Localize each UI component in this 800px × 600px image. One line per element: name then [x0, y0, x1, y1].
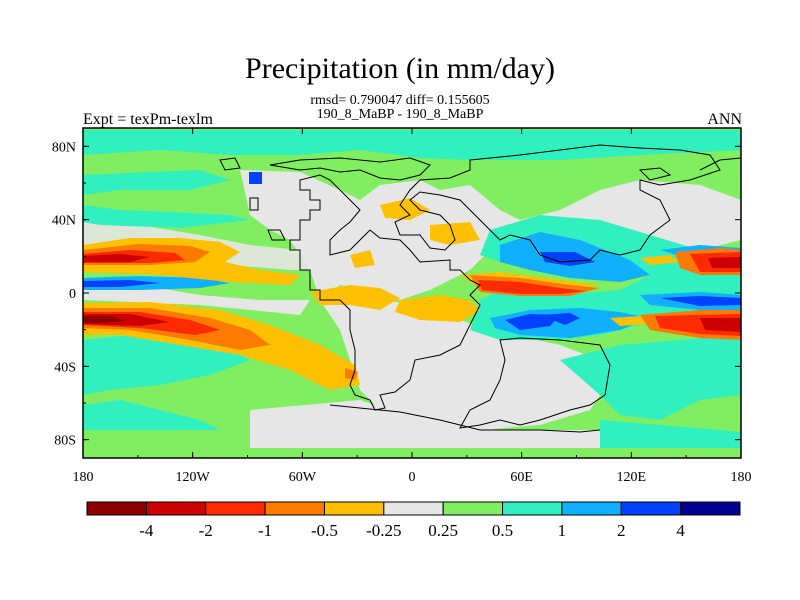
lon-tick-label: 60W: [289, 470, 317, 485]
colorbar-label: 0.25: [428, 521, 458, 540]
extreme-negative-regions: [83, 316, 125, 323]
colorbar-label: 2: [617, 521, 626, 540]
colorbar-swatch: [145, 501, 207, 516]
longitude-labels: 180 120W 60W 0 60E 120E 180: [73, 470, 752, 485]
stats-block: rmsd= 0.790047 diff= 0.155605 190_8_MaBP…: [0, 94, 800, 122]
colorbar-label: -0.5: [311, 521, 338, 540]
colorbar-swatch: [442, 501, 504, 516]
map-field: [83, 128, 741, 458]
colorbar-swatch: [323, 501, 385, 516]
lat-tick-label: 40N: [52, 214, 76, 229]
colorbar-swatch: [502, 501, 563, 516]
colorbar-swatch: [620, 501, 682, 516]
colorbar-label: 1: [558, 521, 567, 540]
case-names-line: 190_8_MaBP - 190_8_MaBP: [316, 107, 484, 122]
colorbar-swatch: [205, 501, 266, 516]
coastlines: [219, 144, 741, 433]
lat-tick-label: 80S: [54, 434, 76, 449]
lon-tick-label: 0: [409, 470, 416, 485]
colorbar-swatch: [264, 501, 325, 516]
lon-tick-label: 120E: [617, 470, 647, 485]
colorbar-swatch: [86, 501, 147, 516]
lon-tick-label: 180: [73, 470, 94, 485]
axis-ticks: [82, 128, 742, 458]
lat-tick-label: 0: [69, 287, 76, 302]
colorbar-swatch: [561, 501, 622, 516]
colorbar-label: -4: [139, 521, 154, 540]
very-strong-positive-regions: [83, 172, 741, 330]
colorbar-label: 4: [676, 521, 685, 540]
latitude-labels: 80N 40N 0 40S 80S: [52, 140, 76, 448]
lon-tick-label: 180: [731, 470, 752, 485]
lat-tick-label: 40S: [54, 360, 76, 375]
colorbar: [86, 501, 741, 516]
experiment-label: Expt = texPm-texlm: [83, 111, 213, 128]
very-strong-negative-regions: [83, 254, 741, 332]
colorbar-labels: -4 -2 -1 -0.5 -0.25 0.25 0.5 1 2 4: [139, 521, 685, 540]
plot-title: Precipitation (in mm/day): [245, 52, 555, 85]
colorbar-label: -1: [258, 521, 272, 540]
colorbar-label: 0.5: [492, 521, 513, 540]
rmsd-diff-line: rmsd= 0.790047 diff= 0.155605: [310, 93, 490, 108]
lon-tick-label: 120W: [176, 470, 211, 485]
colorbar-swatch: [680, 501, 741, 516]
colorbar-label: -2: [199, 521, 213, 540]
lat-tick-label: 80N: [52, 140, 76, 155]
colorbar-label: -0.25: [366, 521, 401, 540]
colorbar-swatch: [383, 501, 444, 516]
season-label: ANN: [707, 111, 742, 128]
lon-tick-label: 60E: [510, 470, 533, 485]
